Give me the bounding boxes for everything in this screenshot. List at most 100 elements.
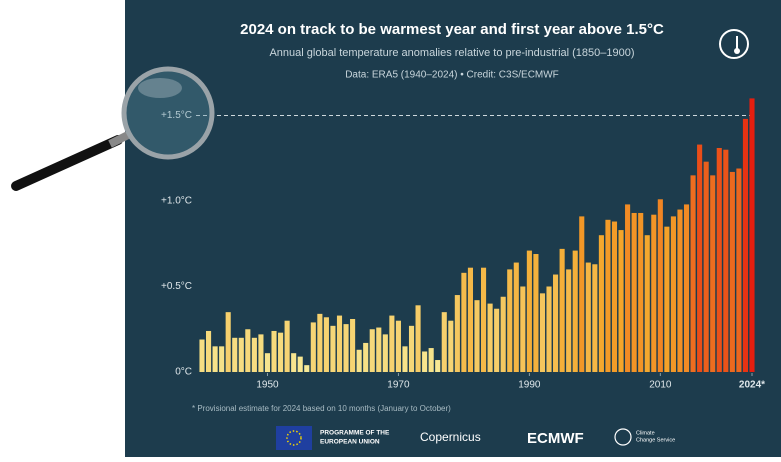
bar xyxy=(670,216,676,372)
logo-text: Copernicus xyxy=(420,430,481,444)
bar xyxy=(559,248,565,372)
x-tick-label: 1950 xyxy=(256,380,279,391)
bar xyxy=(441,312,447,372)
y-tick-label: +0.5°C xyxy=(161,281,192,292)
bar xyxy=(703,161,709,372)
bar xyxy=(625,204,631,372)
bar xyxy=(323,317,329,372)
bar xyxy=(657,199,663,372)
bar xyxy=(205,330,212,372)
bar xyxy=(513,262,519,372)
plot: 0°C +0.5°C +1.0°C +1.5°C 1950 1970 1990 2010 202… xyxy=(161,98,765,391)
logo-text: ECMWF xyxy=(527,430,584,447)
chart-subtitle: Annual global temperature anomalies rela… xyxy=(269,47,634,59)
footer-logos: PROGRAMME OF THE EUROPEAN UNION Copernic… xyxy=(276,426,675,450)
y-tick-label: 0°C xyxy=(175,367,192,378)
bar xyxy=(474,300,480,372)
bar xyxy=(467,267,474,372)
bar xyxy=(651,214,657,372)
bar xyxy=(415,305,421,372)
bar xyxy=(330,325,336,372)
chart-title: 2024 on track to be warmest year and fir… xyxy=(240,21,664,38)
magnifier xyxy=(11,66,215,191)
x-tick-label: 2024* xyxy=(739,380,765,391)
bar xyxy=(310,322,316,372)
bar xyxy=(232,337,238,372)
bar xyxy=(539,293,546,372)
bar xyxy=(716,147,722,372)
bar xyxy=(350,318,356,372)
c3s-logo xyxy=(719,29,749,59)
panel xyxy=(125,0,781,457)
bar xyxy=(258,334,264,372)
bar xyxy=(664,226,670,372)
bar xyxy=(546,286,552,372)
bar xyxy=(297,356,303,372)
x-tick-label: 1990 xyxy=(518,380,541,391)
bar xyxy=(356,349,362,372)
bar xyxy=(382,334,388,372)
bar xyxy=(480,267,487,372)
bar xyxy=(507,269,513,372)
bar xyxy=(369,329,375,372)
x-tick-label: 2010 xyxy=(649,380,672,391)
bar xyxy=(271,330,277,372)
footnote: * Provisional estimate for 2024 based on… xyxy=(192,404,451,413)
bar xyxy=(690,175,696,372)
bar xyxy=(225,312,231,372)
bar xyxy=(631,212,637,372)
bar xyxy=(238,337,244,372)
bar xyxy=(723,149,729,372)
bar xyxy=(363,342,369,372)
bar xyxy=(389,315,395,372)
bar xyxy=(304,365,310,372)
bar xyxy=(677,209,683,372)
bar xyxy=(598,235,604,372)
bar xyxy=(264,353,271,372)
bar xyxy=(533,254,539,372)
y-tick-label: +1.0°C xyxy=(161,196,192,207)
chart-source: Data: ERA5 (1940–2024) • Credit: C3S/ECM… xyxy=(345,70,559,81)
bar xyxy=(422,351,428,372)
bar xyxy=(448,320,454,372)
bar xyxy=(749,98,755,373)
bar xyxy=(461,272,467,372)
bar xyxy=(683,204,690,372)
bar xyxy=(284,320,290,372)
logo-text: Change Service xyxy=(636,437,675,443)
bar xyxy=(736,168,742,372)
bar xyxy=(566,269,572,372)
bar xyxy=(336,315,343,372)
bar xyxy=(526,250,532,372)
bar xyxy=(592,264,598,372)
bar xyxy=(435,360,441,372)
bar xyxy=(317,313,323,372)
bar xyxy=(611,221,618,372)
bar xyxy=(454,295,460,372)
logo-text: EUROPEAN UNION xyxy=(320,439,380,446)
bar xyxy=(638,212,644,372)
bar xyxy=(395,320,401,372)
bar xyxy=(343,324,349,372)
bar xyxy=(697,144,703,372)
bar xyxy=(291,353,297,372)
bar xyxy=(487,303,493,372)
logo-text: Climate xyxy=(636,430,655,436)
bar xyxy=(245,329,251,372)
logo-text: PROGRAMME OF THE xyxy=(320,430,390,437)
bar xyxy=(710,175,716,372)
bar xyxy=(251,337,257,372)
bar xyxy=(618,230,624,372)
bar xyxy=(579,216,585,372)
bar xyxy=(402,346,408,372)
bar xyxy=(376,327,382,372)
bar xyxy=(278,332,284,372)
bar xyxy=(742,118,749,372)
bar xyxy=(520,286,526,372)
bar xyxy=(199,339,205,372)
bar xyxy=(605,219,611,372)
bar xyxy=(644,235,650,372)
y-tick-label: +1.5°C xyxy=(161,110,192,121)
